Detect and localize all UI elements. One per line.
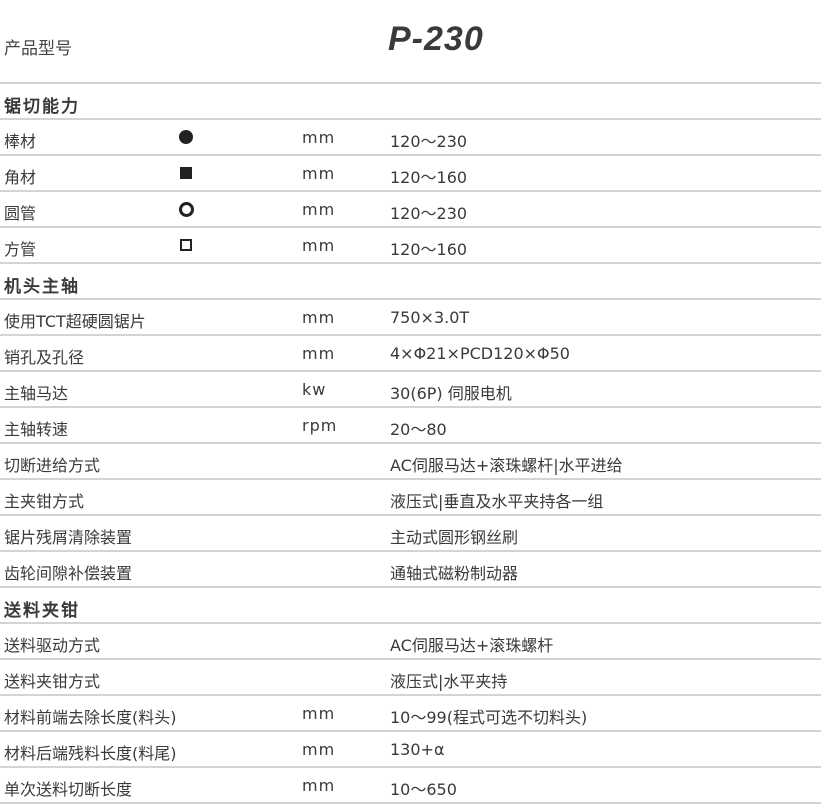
spec-row: 切断进给方式 AC伺服马达+滚珠螺杆|水平进给: [0, 442, 821, 478]
spec-value: AC伺服马达+滚珠螺杆|水平进给: [390, 456, 623, 475]
model-number: P-230: [388, 20, 484, 58]
spec-unit: mm: [302, 164, 336, 183]
spec-row: 角材 mm 120～160: [0, 154, 821, 190]
spec-row: 材料后端残料长度(料尾) mm 130+α: [0, 730, 821, 766]
spec-label: 圆管: [4, 204, 37, 223]
spec-row: 使用TCT超硬圆锯片 mm 750×3.0T: [0, 298, 821, 334]
section-header: 送料夹钳: [0, 586, 821, 622]
spec-unit: kw: [302, 380, 327, 399]
spec-value: 20～80: [390, 420, 447, 439]
spec-header: 产品型号 P-230: [0, 0, 821, 82]
spec-unit: mm: [302, 308, 336, 327]
spec-value: 750×3.0T: [390, 308, 470, 327]
spec-value: 4×Φ21×PCD120×Φ50: [390, 344, 570, 363]
spec-label: 使用TCT超硬圆锯片: [4, 312, 146, 331]
section-title: 机头主轴: [4, 277, 80, 297]
spec-row: 棒材 mm 120～230: [0, 118, 821, 154]
spec-value: 通轴式磁粉制动器: [390, 564, 519, 583]
spec-label: 齿轮间隙补偿装置: [4, 564, 133, 583]
spec-unit: mm: [302, 704, 336, 723]
spec-value: 120～160: [390, 168, 468, 187]
spec-row: 主轴马达 kw 30(6P) 伺服电机: [0, 370, 821, 406]
spec-value: 30(6P) 伺服电机: [390, 384, 512, 403]
model-label: 产品型号: [4, 39, 72, 59]
ring-shape-icon: [176, 200, 196, 221]
spec-label: 主轴马达: [4, 384, 69, 403]
spec-value: 120～230: [390, 132, 468, 151]
spec-label: 主夹钳方式: [4, 492, 85, 511]
section-title: 锯切能力: [4, 97, 80, 117]
spec-row: 锯片残屑清除装置 主动式圆形钢丝刷: [0, 514, 821, 550]
spec-row: 材料前端去除长度(料头) mm 10～99(程式可选不切料头): [0, 694, 821, 730]
spec-label: 销孔及孔径: [4, 348, 85, 367]
spec-label: 单次送料切断长度: [4, 780, 133, 799]
sqring-shape-icon: [176, 236, 196, 255]
spec-row: 主轴转速 rpm 20～80: [0, 406, 821, 442]
spec-row: 单次送料切断长度 mm 10～650: [0, 766, 821, 804]
spec-value: 120～230: [390, 204, 468, 223]
section-header: 机头主轴: [0, 262, 821, 298]
section-title: 送料夹钳: [4, 601, 80, 621]
spec-unit: mm: [302, 344, 336, 363]
spec-label: 方管: [4, 240, 37, 259]
spec-label: 主轴转速: [4, 420, 69, 439]
spec-row: 圆管 mm 120～230: [0, 190, 821, 226]
spec-value: 10～650: [390, 780, 457, 799]
section-header: 锯切能力: [0, 82, 821, 118]
spec-unit: rpm: [302, 416, 338, 435]
spec-label: 材料前端去除长度(料头): [4, 708, 177, 727]
spec-value: AC伺服马达+滚珠螺杆: [390, 636, 554, 655]
spec-value: 液压式|水平夹持: [390, 672, 508, 691]
spec-label: 切断进给方式: [4, 456, 101, 475]
spec-unit: mm: [302, 200, 336, 219]
spec-row: 销孔及孔径 mm 4×Φ21×PCD120×Φ50: [0, 334, 821, 370]
spec-row: 送料驱动方式 AC伺服马达+滚珠螺杆: [0, 622, 821, 658]
spec-unit: mm: [302, 236, 336, 255]
spec-label: 送料驱动方式: [4, 636, 101, 655]
spec-row: 方管 mm 120～160: [0, 226, 821, 262]
circle-shape-icon: [176, 128, 196, 148]
spec-unit: mm: [302, 776, 336, 795]
spec-label: 棒材: [4, 132, 37, 151]
spec-label: 材料后端残料长度(料尾): [4, 744, 177, 763]
spec-value: 130+α: [390, 740, 445, 759]
spec-row: 送料夹钳方式 液压式|水平夹持: [0, 658, 821, 694]
spec-label: 送料夹钳方式: [4, 672, 101, 691]
square-shape-icon: [176, 164, 196, 183]
spec-value: 液压式|垂直及水平夹持各一组: [390, 492, 604, 511]
spec-value: 主动式圆形钢丝刷: [390, 528, 519, 547]
spec-table: 锯切能力棒材 mm 120～230 角材 mm 120～160 圆管 mm 120～230 方管 m…: [0, 82, 821, 804]
spec-label: 锯片残屑清除装置: [4, 528, 133, 547]
spec-value: 120～160: [390, 240, 468, 259]
spec-label: 角材: [4, 168, 37, 187]
spec-row: 主夹钳方式 液压式|垂直及水平夹持各一组: [0, 478, 821, 514]
spec-value: 10～99(程式可选不切料头): [390, 708, 588, 727]
spec-row: 齿轮间隙补偿装置 通轴式磁粉制动器: [0, 550, 821, 586]
spec-unit: mm: [302, 128, 336, 147]
spec-unit: mm: [302, 740, 336, 759]
